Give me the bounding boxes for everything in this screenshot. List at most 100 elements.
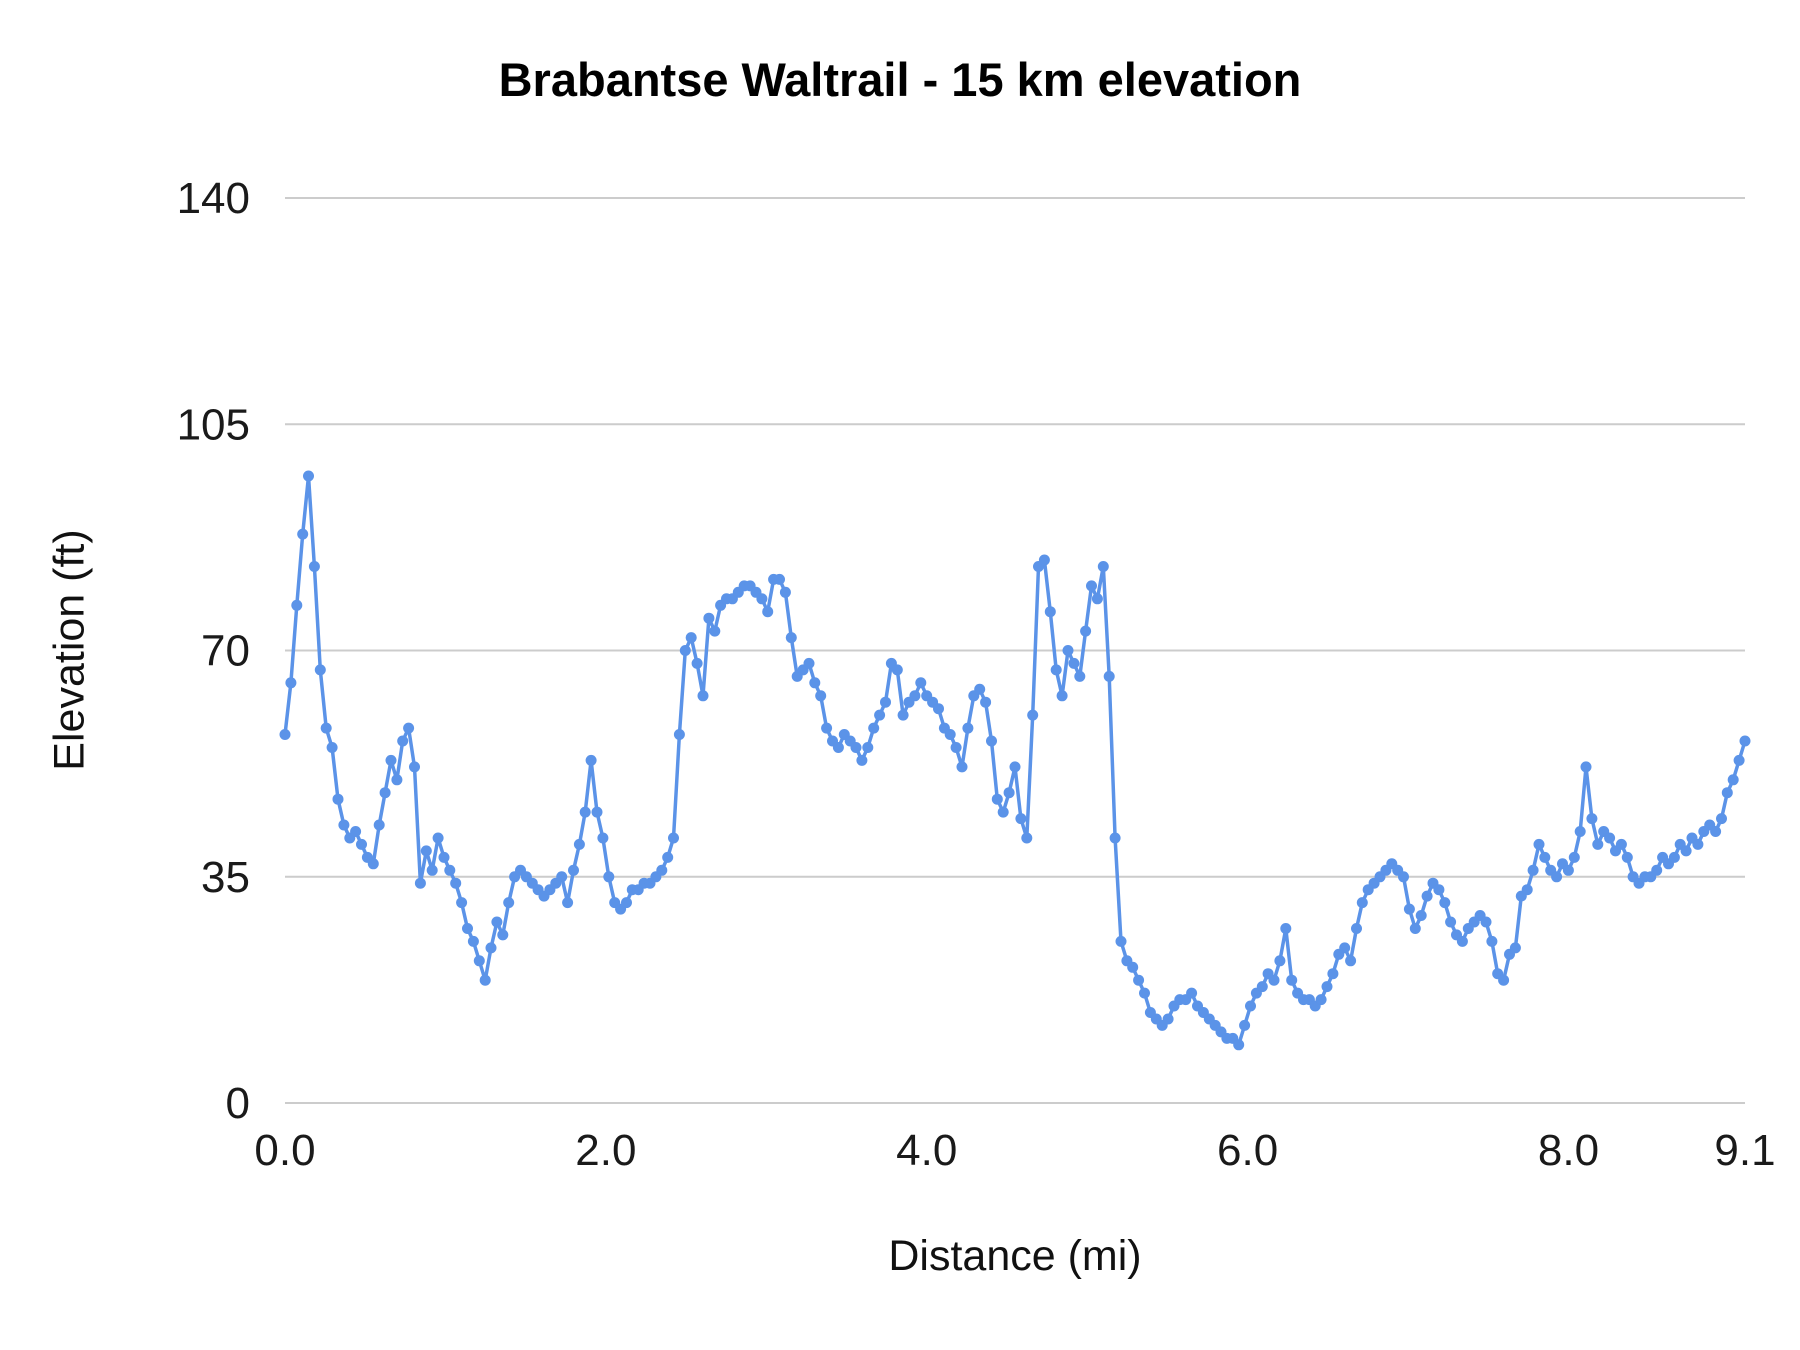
- data-point: [1003, 787, 1015, 799]
- data-point: [1456, 935, 1468, 947]
- data-point: [1109, 832, 1121, 844]
- data-point: [1050, 664, 1062, 676]
- data-point: [1574, 826, 1586, 837]
- data-point: [1615, 838, 1627, 850]
- data-point: [297, 528, 309, 540]
- data-point: [762, 606, 774, 618]
- data-point: [385, 754, 397, 766]
- data-point: [1604, 832, 1616, 844]
- x-tick-label: 0.0: [254, 1126, 315, 1175]
- data-point: [1062, 645, 1074, 656]
- data-point: [1716, 813, 1727, 825]
- data-point: [597, 832, 609, 844]
- data-point: [997, 806, 1009, 818]
- data-point: [862, 742, 874, 753]
- data-point: [403, 722, 415, 734]
- data-point: [933, 703, 944, 715]
- data-point: [1356, 897, 1368, 909]
- data-point: [1086, 580, 1097, 592]
- data-point: [685, 632, 697, 644]
- data-point: [668, 832, 679, 844]
- data-point: [314, 664, 326, 676]
- data-point: [779, 586, 791, 598]
- data-point: [367, 858, 379, 870]
- data-point: [1315, 994, 1327, 1006]
- data-point: [909, 690, 921, 702]
- data-point: [1592, 838, 1604, 850]
- y-tick-label: 70: [201, 627, 250, 676]
- data-point: [497, 929, 509, 941]
- data-point: [679, 645, 691, 656]
- data-point: [379, 787, 391, 799]
- data-point: [944, 729, 956, 740]
- data-point: [1038, 554, 1050, 566]
- x-tick-label: 9.1: [1714, 1126, 1775, 1175]
- data-point: [774, 573, 785, 585]
- data-point: [1621, 851, 1633, 863]
- data-point: [1239, 1019, 1251, 1031]
- data-point: [1509, 942, 1521, 954]
- data-point: [621, 897, 632, 909]
- x-tick-label: 8.0: [1538, 1126, 1599, 1175]
- data-point: [1710, 826, 1722, 837]
- data-point: [356, 838, 367, 850]
- data-point: [1498, 974, 1510, 986]
- data-point: [980, 696, 992, 708]
- data-point: [656, 864, 668, 876]
- data-point: [1280, 923, 1292, 934]
- data-point: [880, 696, 891, 708]
- data-point: [1733, 754, 1745, 766]
- data-point: [320, 722, 332, 734]
- x-tick-label: 6.0: [1217, 1126, 1278, 1175]
- data-point: [1139, 987, 1150, 999]
- data-point: [703, 612, 715, 624]
- data-point: [568, 864, 579, 876]
- x-tick-label: 4.0: [896, 1126, 957, 1175]
- data-point: [420, 845, 432, 857]
- data-point: [1056, 690, 1068, 702]
- data-point: [279, 729, 291, 740]
- data-point: [1015, 813, 1027, 825]
- data-point: [1133, 974, 1145, 986]
- data-point: [503, 897, 515, 909]
- data-point: [1027, 709, 1039, 721]
- data-point: [556, 871, 568, 883]
- data-point: [1721, 787, 1733, 799]
- chart-title: Brabantse Waltrail - 15 km elevation: [498, 53, 1302, 106]
- data-point: [479, 974, 491, 986]
- y-axis-title: Elevation (ft): [45, 529, 94, 771]
- data-point: [414, 877, 426, 889]
- data-point: [950, 742, 962, 753]
- data-point: [1692, 838, 1704, 850]
- data-point: [591, 806, 603, 818]
- data-point: [1521, 884, 1533, 896]
- data-point: [450, 877, 462, 889]
- data-point: [432, 832, 444, 844]
- data-point: [1286, 974, 1298, 986]
- data-point: [1403, 903, 1415, 915]
- data-point: [1398, 871, 1409, 883]
- data-point: [1186, 987, 1198, 999]
- data-point: [285, 677, 297, 689]
- data-point: [1551, 871, 1563, 883]
- data-point: [803, 657, 815, 669]
- data-point: [1433, 884, 1445, 896]
- data-point: [1539, 851, 1551, 863]
- data-point: [444, 864, 456, 876]
- data-point: [1115, 935, 1127, 947]
- data-point: [338, 819, 350, 831]
- data-point: [1409, 923, 1421, 934]
- data-point: [1586, 813, 1598, 825]
- data-point: [291, 599, 303, 611]
- data-point: [1044, 606, 1056, 618]
- data-point: [785, 632, 797, 644]
- data-point: [832, 742, 844, 753]
- data-point: [426, 864, 438, 876]
- data-point: [1351, 923, 1362, 934]
- data-point: [986, 735, 997, 747]
- data-point: [573, 838, 585, 850]
- data-point: [391, 774, 403, 786]
- x-axis-title: Distance (mi): [888, 1232, 1142, 1280]
- data-point: [1162, 1013, 1174, 1025]
- data-point: [821, 722, 833, 734]
